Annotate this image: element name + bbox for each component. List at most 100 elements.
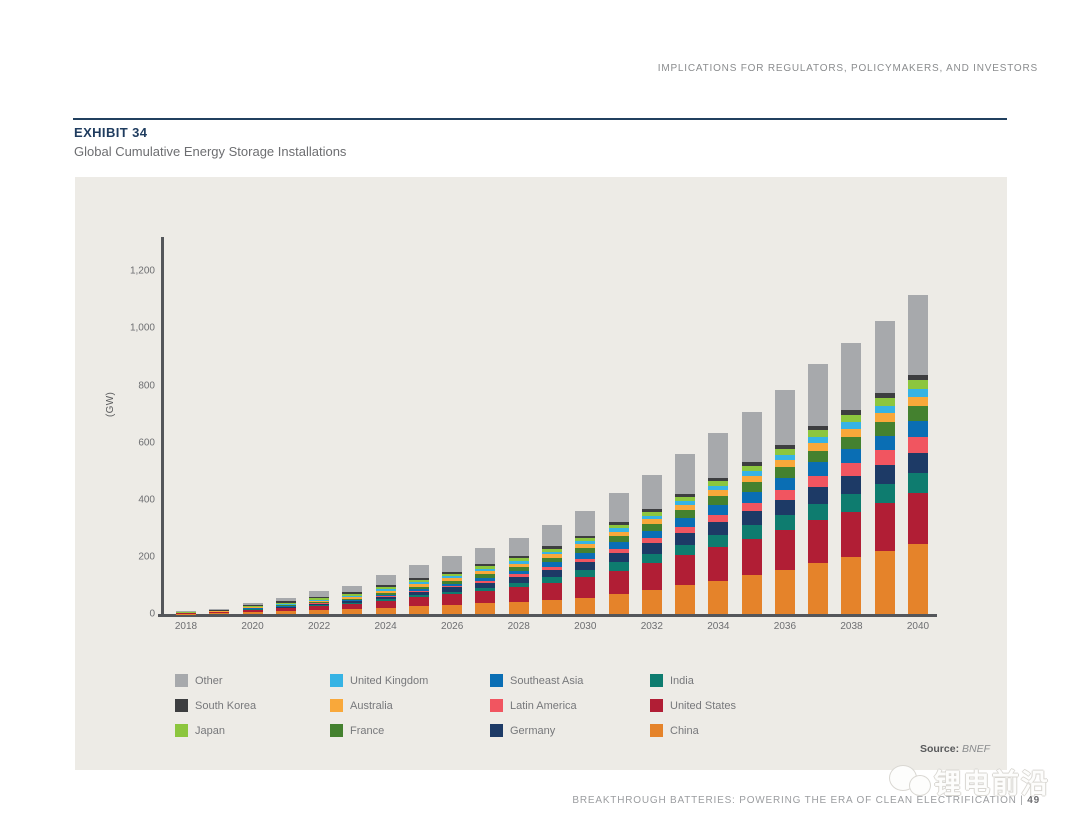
legend-label: United Kingdom <box>350 674 429 687</box>
y-tick-400: 400 <box>138 494 155 506</box>
segment-united-states <box>874 502 895 551</box>
segment-australia <box>408 584 429 587</box>
segment-australia <box>908 397 928 407</box>
bar-2040 <box>908 295 928 614</box>
legend-swatch-icon <box>175 699 188 712</box>
segment-japan <box>708 481 729 486</box>
segment-germany <box>841 476 862 495</box>
y-tick-1200: 1,200 <box>129 265 155 277</box>
segment-united-kingdom <box>408 582 429 585</box>
segment-germany <box>741 511 762 526</box>
bar-2037 <box>808 363 829 614</box>
segment-australia <box>808 443 829 451</box>
segment-germany <box>309 604 330 606</box>
segment-germany <box>908 452 928 474</box>
x-tick-2038: 2038 <box>840 621 863 632</box>
legend-label: Southeast Asia <box>510 674 584 687</box>
segment-france <box>608 535 629 542</box>
segment-germany <box>575 562 596 571</box>
segment-china <box>841 557 862 614</box>
segment-japan <box>475 566 496 569</box>
segment-india <box>841 494 862 512</box>
segment-southeast-asia <box>641 530 662 539</box>
segment-china <box>475 603 496 614</box>
x-tick-2028: 2028 <box>507 621 530 632</box>
segment-france <box>874 421 895 436</box>
legend-swatch-icon <box>650 674 663 687</box>
segment-japan <box>242 605 263 607</box>
segment-other <box>542 524 562 547</box>
segment-united-kingdom <box>475 568 496 572</box>
segment-france <box>774 466 795 478</box>
segment-southeast-asia <box>908 420 928 437</box>
legend-swatch-icon <box>330 674 343 687</box>
segment-china <box>242 611 263 614</box>
segment-india <box>741 525 762 539</box>
segment-latin-america <box>542 566 562 570</box>
bar-2034 <box>708 433 729 614</box>
page-number: 49 <box>1027 795 1040 806</box>
segment-united-states <box>242 609 263 612</box>
segment-latin-america <box>908 436 928 453</box>
legend-label: South Korea <box>195 699 257 712</box>
segment-france <box>375 592 396 595</box>
segment-australia <box>242 607 263 608</box>
segment-china <box>342 609 363 614</box>
legend-item-australia: Australia <box>330 699 490 712</box>
segment-germany <box>375 596 396 600</box>
segment-other <box>874 321 895 394</box>
legend-swatch-icon <box>490 699 503 712</box>
segment-south-korea <box>475 564 496 567</box>
x-axis <box>158 614 937 617</box>
segment-germany <box>708 522 729 535</box>
segment-germany <box>641 543 662 555</box>
bar-2038 <box>841 342 862 614</box>
x-tick-2024: 2024 <box>374 621 397 632</box>
segment-united-states <box>442 594 463 605</box>
x-tick-2018: 2018 <box>174 621 198 632</box>
segment-latin-america <box>375 595 396 597</box>
segment-australia <box>309 600 330 602</box>
plot-area: 0 200 400 600 800 1,000 1,200 2018 2020 2022 2024… <box>130 237 937 632</box>
segment-other <box>508 537 529 557</box>
bar-2029 <box>542 524 562 614</box>
segment-india <box>575 570 596 578</box>
segment-southeast-asia <box>708 504 729 515</box>
segment-southeast-asia <box>375 594 396 596</box>
segment-japan <box>408 580 429 583</box>
segment-united-states <box>508 587 529 602</box>
y-tick-800: 800 <box>138 380 155 391</box>
legend-label: Australia <box>350 699 393 712</box>
segment-latin-america <box>774 489 795 500</box>
y-axis <box>161 237 164 614</box>
x-tick-2030: 2030 <box>574 621 597 632</box>
bar-2036 <box>774 389 795 614</box>
segment-united-kingdom <box>708 485 729 491</box>
segment-united-states <box>209 612 230 614</box>
segment-other <box>741 412 762 463</box>
segment-latin-america <box>342 600 363 602</box>
segment-china <box>708 580 729 614</box>
segment-australia <box>608 531 629 536</box>
segment-australia <box>375 590 396 593</box>
segment-other <box>774 389 795 445</box>
segment-united-kingdom <box>641 515 662 520</box>
segment-southeast-asia <box>442 583 463 587</box>
y-tick-0: 0 <box>149 608 155 620</box>
bar-2033 <box>675 454 696 614</box>
segment-germany <box>608 552 629 563</box>
x-tick-2040: 2040 <box>906 621 930 632</box>
segment-japan <box>375 586 396 589</box>
segment-france <box>408 586 429 590</box>
segment-united-kingdom <box>841 422 862 429</box>
segment-india <box>774 514 795 531</box>
segment-south-korea <box>209 609 230 611</box>
segment-south-korea <box>774 444 795 449</box>
bar-2022 <box>309 591 330 614</box>
segment-latin-america <box>408 590 429 593</box>
legend-item-united-states: United States <box>650 699 870 712</box>
x-tick-2034: 2034 <box>707 621 730 632</box>
segment-japan <box>908 380 928 390</box>
segment-france <box>508 566 529 571</box>
segment-south-korea <box>309 596 330 599</box>
